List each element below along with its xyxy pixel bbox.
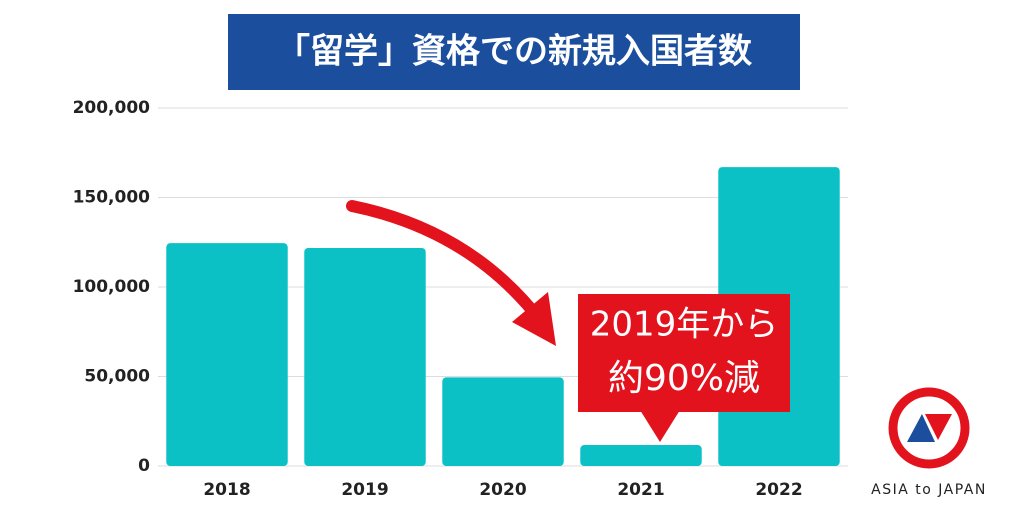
logo-triangle — [925, 414, 952, 440]
callout-pointer — [640, 410, 680, 442]
bar — [442, 377, 564, 466]
x-tick-label: 2021 — [617, 480, 664, 500]
callout-text: 2019年から — [590, 305, 779, 345]
x-tick-label: 2020 — [479, 480, 526, 500]
callout-text: 約90%減 — [608, 358, 760, 399]
y-tick-label: 100,000 — [73, 277, 151, 297]
y-tick-label: 150,000 — [73, 188, 151, 208]
bar — [304, 247, 426, 466]
y-tick-label: 200,000 — [73, 98, 151, 118]
x-tick-label: 2019 — [341, 480, 388, 500]
logo-ring — [888, 387, 970, 469]
arrow — [346, 200, 546, 326]
bar — [166, 243, 288, 466]
x-tick-label: 2022 — [755, 480, 802, 500]
y-tick-label: 50,000 — [84, 367, 150, 387]
title-box — [228, 14, 800, 90]
bar — [580, 445, 702, 466]
y-tick-label: 0 — [138, 456, 150, 476]
callout-box — [578, 294, 790, 412]
logo-text: ASIA to JAPAN — [871, 482, 987, 498]
arrow-head — [512, 292, 556, 346]
x-tick-label: 2018 — [203, 480, 250, 500]
logo-triangle — [907, 414, 935, 442]
chart-title: 「留学」資格での新規入国者数 — [276, 32, 752, 72]
